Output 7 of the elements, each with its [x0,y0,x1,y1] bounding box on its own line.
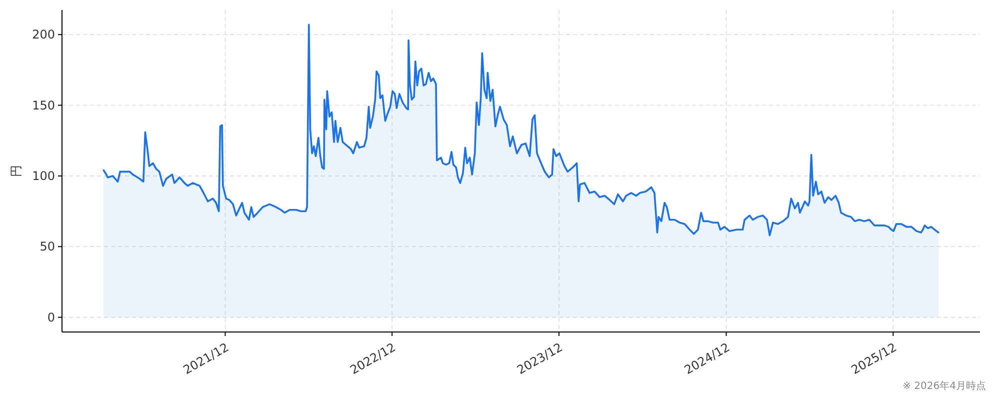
y-tick-label: 200 [32,28,55,42]
y-tick-label: 100 [32,168,55,183]
annotation: ※ 2026年4月時点 [902,381,986,392]
y-tick-label: 0 [47,310,55,324]
y-axis-title: 円 [9,165,23,177]
y-tick-label: 150 [32,98,55,112]
y-tick-label: 50 [40,240,55,254]
